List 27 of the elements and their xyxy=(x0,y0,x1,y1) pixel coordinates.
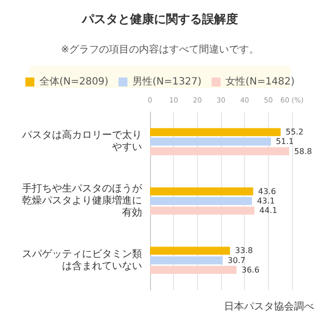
data-label: 55.2 xyxy=(286,128,304,137)
data-label: 44.1 xyxy=(259,206,278,216)
chart-subtitle: ※グラフの項目の内容はすべて間違いです。 xyxy=(60,44,260,56)
chart-title: パスタと健康に関する誤解度 xyxy=(81,12,238,26)
text: 日本パスタ協会調べ xyxy=(224,300,314,312)
data-label: 43.6 xyxy=(258,186,276,196)
bar xyxy=(150,256,223,264)
bar xyxy=(150,206,254,215)
bar xyxy=(150,197,252,205)
data-label: 36.6 xyxy=(242,265,260,274)
legend-label: 全体(N=2809) xyxy=(39,76,109,88)
data-label: 30.7 xyxy=(228,256,246,265)
bar xyxy=(150,187,254,196)
y-tick-label: 手打ちや生パスタのほうが乾燥パスタより健康増進に有効 xyxy=(22,182,143,218)
data-label: 51.1 xyxy=(276,137,294,146)
bar xyxy=(150,266,237,274)
bar xyxy=(150,128,281,136)
data-label: 43.1 xyxy=(257,196,275,206)
data-label: 58.8 xyxy=(294,146,312,156)
bar xyxy=(150,147,290,156)
y-tick-label: パスタは高カロリーで太りやすい xyxy=(21,129,142,154)
data-label: 33.8 xyxy=(234,246,253,256)
bar xyxy=(150,246,230,255)
legend-label: 男性(N=1327) xyxy=(132,76,202,88)
legend-label: 女性(N=1482) xyxy=(226,76,295,88)
bar xyxy=(150,138,271,146)
y-tick-label: スパゲッティにビタミン類は含まれていない xyxy=(22,248,142,272)
